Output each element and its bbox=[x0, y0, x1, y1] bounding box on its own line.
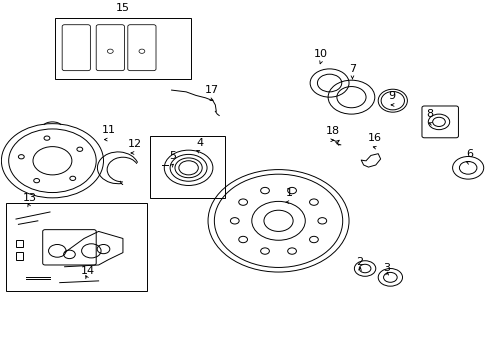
Text: 14: 14 bbox=[81, 266, 95, 276]
Text: 12: 12 bbox=[127, 139, 142, 149]
Text: 5: 5 bbox=[169, 151, 176, 161]
Text: 9: 9 bbox=[387, 91, 395, 101]
Bar bbox=[16, 252, 23, 260]
Text: 4: 4 bbox=[196, 138, 203, 148]
Bar bbox=[55, 18, 191, 80]
Text: 17: 17 bbox=[204, 85, 218, 95]
Text: 15: 15 bbox=[116, 3, 130, 13]
Text: 11: 11 bbox=[101, 125, 115, 135]
Text: 7: 7 bbox=[348, 64, 355, 74]
Bar bbox=[16, 239, 23, 247]
Text: 16: 16 bbox=[367, 133, 381, 143]
Text: 18: 18 bbox=[325, 126, 339, 136]
Text: 2: 2 bbox=[355, 257, 363, 267]
Text: 8: 8 bbox=[426, 109, 433, 119]
Bar bbox=[149, 136, 224, 198]
Text: 1: 1 bbox=[285, 188, 292, 198]
Text: 3: 3 bbox=[383, 263, 389, 273]
Text: 13: 13 bbox=[22, 193, 37, 203]
Text: 6: 6 bbox=[465, 149, 472, 159]
Bar bbox=[6, 203, 147, 292]
Text: 10: 10 bbox=[313, 49, 326, 59]
